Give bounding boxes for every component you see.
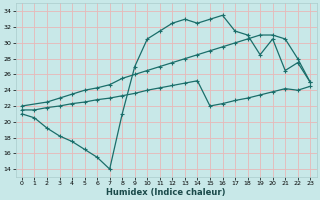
X-axis label: Humidex (Indice chaleur): Humidex (Indice chaleur) bbox=[106, 188, 226, 197]
